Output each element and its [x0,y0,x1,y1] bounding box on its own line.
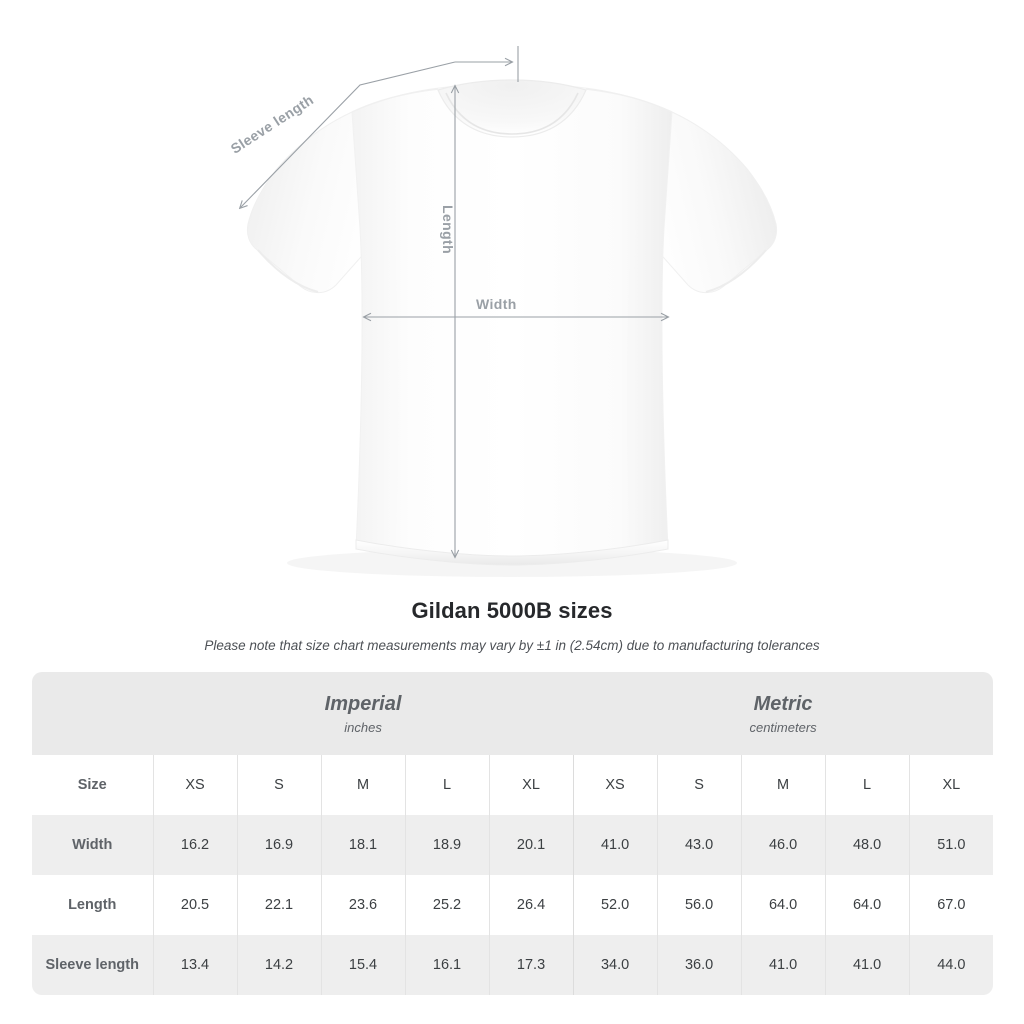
measurement-cell: 52.0 [572,875,658,935]
measurement-cell: 41.0 [740,935,826,995]
measurement-cell: 51.0 [908,815,994,875]
measurement-cell: 64.0 [824,875,910,935]
measurement-cell: 26.4 [488,875,574,935]
size-column-header: S [656,755,742,815]
right-sleeve-hem [705,249,767,293]
measurement-cell: 48.0 [824,815,910,875]
measurement-cell: 36.0 [656,935,742,995]
shirt-hem [355,539,669,566]
measurement-cell: 43.0 [656,815,742,875]
left-sleeve-hem [257,249,319,293]
row-label: Length [32,875,153,935]
size-column-header: XS [152,755,237,815]
page-title: Gildan 5000B sizes [411,598,613,623]
measurement-cell: 46.0 [740,815,826,875]
size-column-header: XL [488,755,574,815]
page-subtitle: Please note that size chart measurements… [204,638,820,653]
collar-seam [445,92,579,135]
unit-banner-spacer [32,672,153,755]
table-row: Length 20.5 22.1 23.6 25.2 26.4 52.0 56.0 64.0 64… [32,875,994,935]
size-chart-table-wrapper: Imperial inches Metric centimeters Size XS S M L… [32,672,994,995]
table-row: Width 16.2 16.9 18.1 18.9 20.1 41.0 43.0 46.0 48.… [32,815,994,875]
measurement-cell: 34.0 [572,935,658,995]
unit-group-metric: Metric centimeters [573,672,994,755]
size-column-header: L [404,755,489,815]
measurement-cell: 18.9 [404,815,489,875]
table-row: Sleeve length 13.4 14.2 15.4 16.1 17.3 34.0 36.… [32,935,994,995]
measurement-cell: 16.1 [404,935,489,995]
unit-group-sub: inches [344,719,382,735]
row-label: Sleeve length [32,935,153,995]
shirt-body [351,83,673,565]
measurement-cell: 41.0 [572,815,658,875]
shirt-collar [437,79,587,138]
measurement-cell: 16.2 [152,815,237,875]
measurement-cell: 64.0 [740,875,826,935]
measurement-cell: 25.2 [404,875,489,935]
left-shoulder-seam [351,88,439,113]
measurement-cell: 18.1 [320,815,405,875]
size-column-header: XL [908,755,994,815]
table-corner-header: Size [32,755,153,815]
size-column-header: XS [572,755,658,815]
size-chart-table: Imperial inches Metric centimeters Size XS S M L… [32,672,994,995]
measurement-cell: 41.0 [824,935,910,995]
measurement-cell: 14.2 [236,935,321,995]
measurement-cell: 67.0 [908,875,994,935]
tshirt-illustration [0,46,778,577]
measurement-cell: 23.6 [320,875,405,935]
measurement-cell: 17.3 [488,935,574,995]
length-label: Length [440,205,456,255]
size-column-header: M [320,755,405,815]
measurement-cell: 56.0 [656,875,742,935]
measurement-cell: 44.0 [908,935,994,995]
unit-banner-row: Imperial inches Metric centimeters [32,672,994,755]
unit-group-name: Imperial [324,692,402,715]
size-column-header: S [236,755,321,815]
table-row-size-header: Size XS S M L XL XS S M L XL [32,755,994,815]
title-block: Gildan 5000B sizes Please note that size… [0,598,1024,653]
measurement-cell: 13.4 [152,935,237,995]
tshirt-diagram: Sleeve length Length Width [0,46,778,577]
unit-group-imperial: Imperial inches [153,672,574,755]
measurement-cell: 20.5 [152,875,237,935]
width-label: Width [476,296,517,312]
fold-left [390,229,399,541]
right-shoulder-seam [585,88,673,113]
measurement-cell: 15.4 [320,935,405,995]
size-column-header: L [824,755,910,815]
measurement-cell: 22.1 [236,875,321,935]
size-column-header: M [740,755,826,815]
measurement-cell: 16.9 [236,815,321,875]
measurement-cell: 20.1 [488,815,574,875]
unit-group-sub: centimeters [749,719,817,735]
row-label: Width [32,815,153,875]
fold-right [627,229,636,541]
sleeve-length-arrow [240,61,456,208]
unit-group-name: Metric [753,692,813,715]
